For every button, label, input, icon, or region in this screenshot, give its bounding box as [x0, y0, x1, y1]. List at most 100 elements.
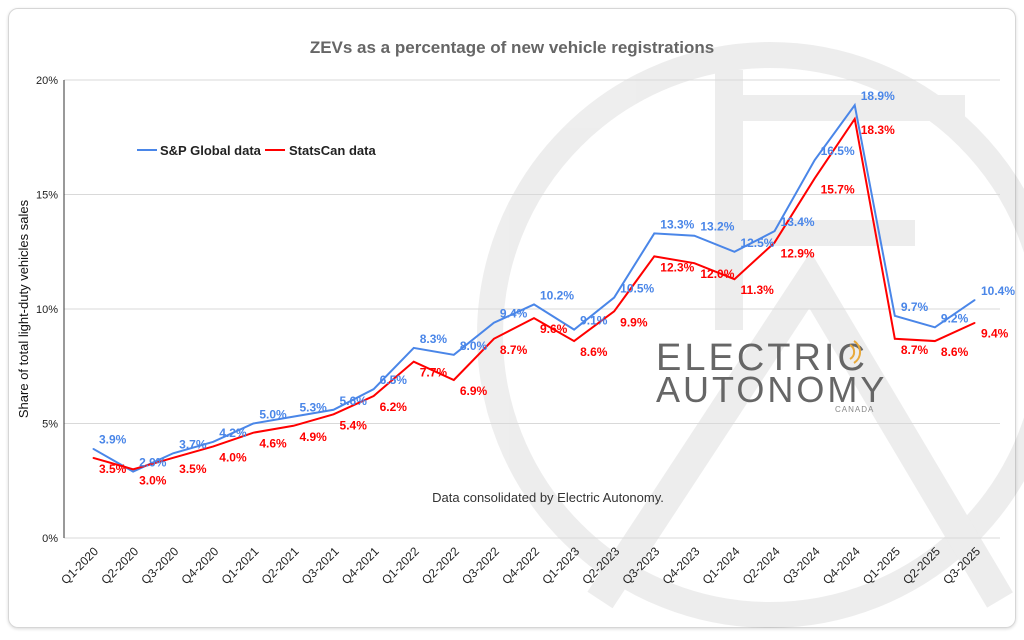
x-tick-label: Q3-2021 [299, 544, 342, 587]
data-point [573, 329, 575, 331]
data-label: 8.0% [460, 339, 488, 353]
data-label: 18.9% [861, 89, 895, 103]
data-label: 8.7% [500, 343, 528, 357]
data-point [172, 452, 174, 454]
data-point [172, 457, 174, 459]
data-point [493, 322, 495, 324]
data-point [292, 425, 294, 427]
data-point [894, 338, 896, 340]
x-tick-label: Q4-2022 [499, 544, 542, 587]
data-label: 3.7% [179, 437, 207, 451]
logo-line2: AUTONOMY [656, 369, 887, 410]
data-point [974, 322, 976, 324]
data-label: 5.3% [299, 401, 327, 415]
data-label: 13.2% [700, 220, 734, 234]
data-point [854, 118, 856, 120]
data-point [453, 379, 455, 381]
y-tick-label: 20% [36, 75, 58, 87]
x-tick-label: Q4-2020 [178, 544, 221, 587]
data-point [212, 445, 214, 447]
data-label: 10.2% [540, 288, 574, 302]
data-label: 4.2% [219, 426, 247, 440]
data-point [92, 457, 94, 459]
data-point [333, 409, 335, 411]
data-label: 15.7% [821, 182, 855, 196]
data-point [212, 441, 214, 443]
y-tick-label: 10% [36, 304, 58, 316]
x-tick-label: Q2-2024 [740, 544, 783, 587]
data-point [92, 448, 94, 450]
data-point [613, 297, 615, 299]
legend-label-statscan: StatsCan data [289, 143, 376, 158]
data-point [252, 432, 254, 434]
data-label: 6.2% [380, 400, 408, 414]
data-point [693, 235, 695, 237]
legend: S&P Global data StatsCan data [137, 143, 376, 158]
x-tick-label: Q3-2024 [780, 544, 823, 587]
data-label: 8.3% [420, 332, 448, 346]
data-label: 9.9% [620, 315, 648, 329]
data-point [774, 242, 776, 244]
data-label: 3.5% [179, 462, 207, 476]
x-tick-label: Q1-2020 [58, 544, 101, 587]
signal-icon [849, 340, 861, 364]
data-label: 9.4% [500, 307, 528, 321]
data-point [413, 347, 415, 349]
x-tick-label: Q1-2023 [539, 544, 582, 587]
data-label: 16.5% [821, 144, 855, 158]
data-point [132, 471, 134, 473]
data-point [333, 413, 335, 415]
x-tick-label: Q4-2021 [339, 544, 382, 587]
data-label: 6.9% [460, 384, 488, 398]
x-tick-label: Q1-2021 [219, 544, 262, 587]
data-point [894, 315, 896, 317]
data-point [814, 177, 816, 179]
data-label: 4.9% [299, 430, 327, 444]
data-point [373, 395, 375, 397]
data-point [693, 262, 695, 264]
y-tick-label: 5% [42, 419, 58, 431]
y-axis-label: Share of total light-duty vehicles sales [16, 199, 31, 418]
data-point [533, 303, 535, 305]
logo: ELECTRIC AUTONOMY CANADA [656, 337, 887, 414]
data-label: 18.3% [861, 123, 895, 137]
data-label: 9.6% [540, 322, 568, 336]
x-tick-label: Q4-2023 [660, 544, 703, 587]
data-point [413, 361, 415, 363]
data-point [653, 255, 655, 257]
data-label: 12.0% [700, 267, 734, 281]
y-tick-label: 0% [42, 533, 58, 545]
data-label: 9.4% [981, 327, 1009, 341]
legend-label-sp: S&P Global data [160, 143, 262, 158]
logo-line3: CANADA [835, 405, 874, 414]
x-tick-label: Q2-2022 [419, 544, 462, 587]
data-label: 8.6% [580, 345, 608, 359]
data-label: 13.4% [781, 215, 815, 229]
data-point [774, 230, 776, 232]
data-point [854, 104, 856, 106]
data-label: 4.6% [259, 437, 287, 451]
x-tick-label: Q1-2022 [379, 544, 422, 587]
data-point [292, 416, 294, 418]
x-tick-label: Q3-2020 [138, 544, 181, 587]
data-label: 12.3% [660, 260, 694, 274]
data-point [132, 468, 134, 470]
data-label: 11.3% [740, 283, 774, 297]
chart-title: ZEVs as a percentage of new vehicle regi… [310, 38, 714, 57]
data-label: 3.5% [99, 462, 127, 476]
data-point [613, 310, 615, 312]
annotation: Data consolidated by Electric Autonomy. [432, 490, 664, 505]
chart-card [8, 8, 1016, 628]
watermark [477, 42, 1024, 628]
data-label: 10.4% [981, 284, 1015, 298]
y-tick-label: 15% [36, 190, 58, 202]
data-point [974, 299, 976, 301]
data-label: 6.5% [380, 373, 408, 387]
logo-line1: ELECTRIC [656, 337, 868, 379]
data-point [373, 388, 375, 390]
data-point [733, 251, 735, 253]
x-tick-label: Q2-2020 [98, 544, 141, 587]
data-point [493, 338, 495, 340]
data-point [934, 326, 936, 328]
